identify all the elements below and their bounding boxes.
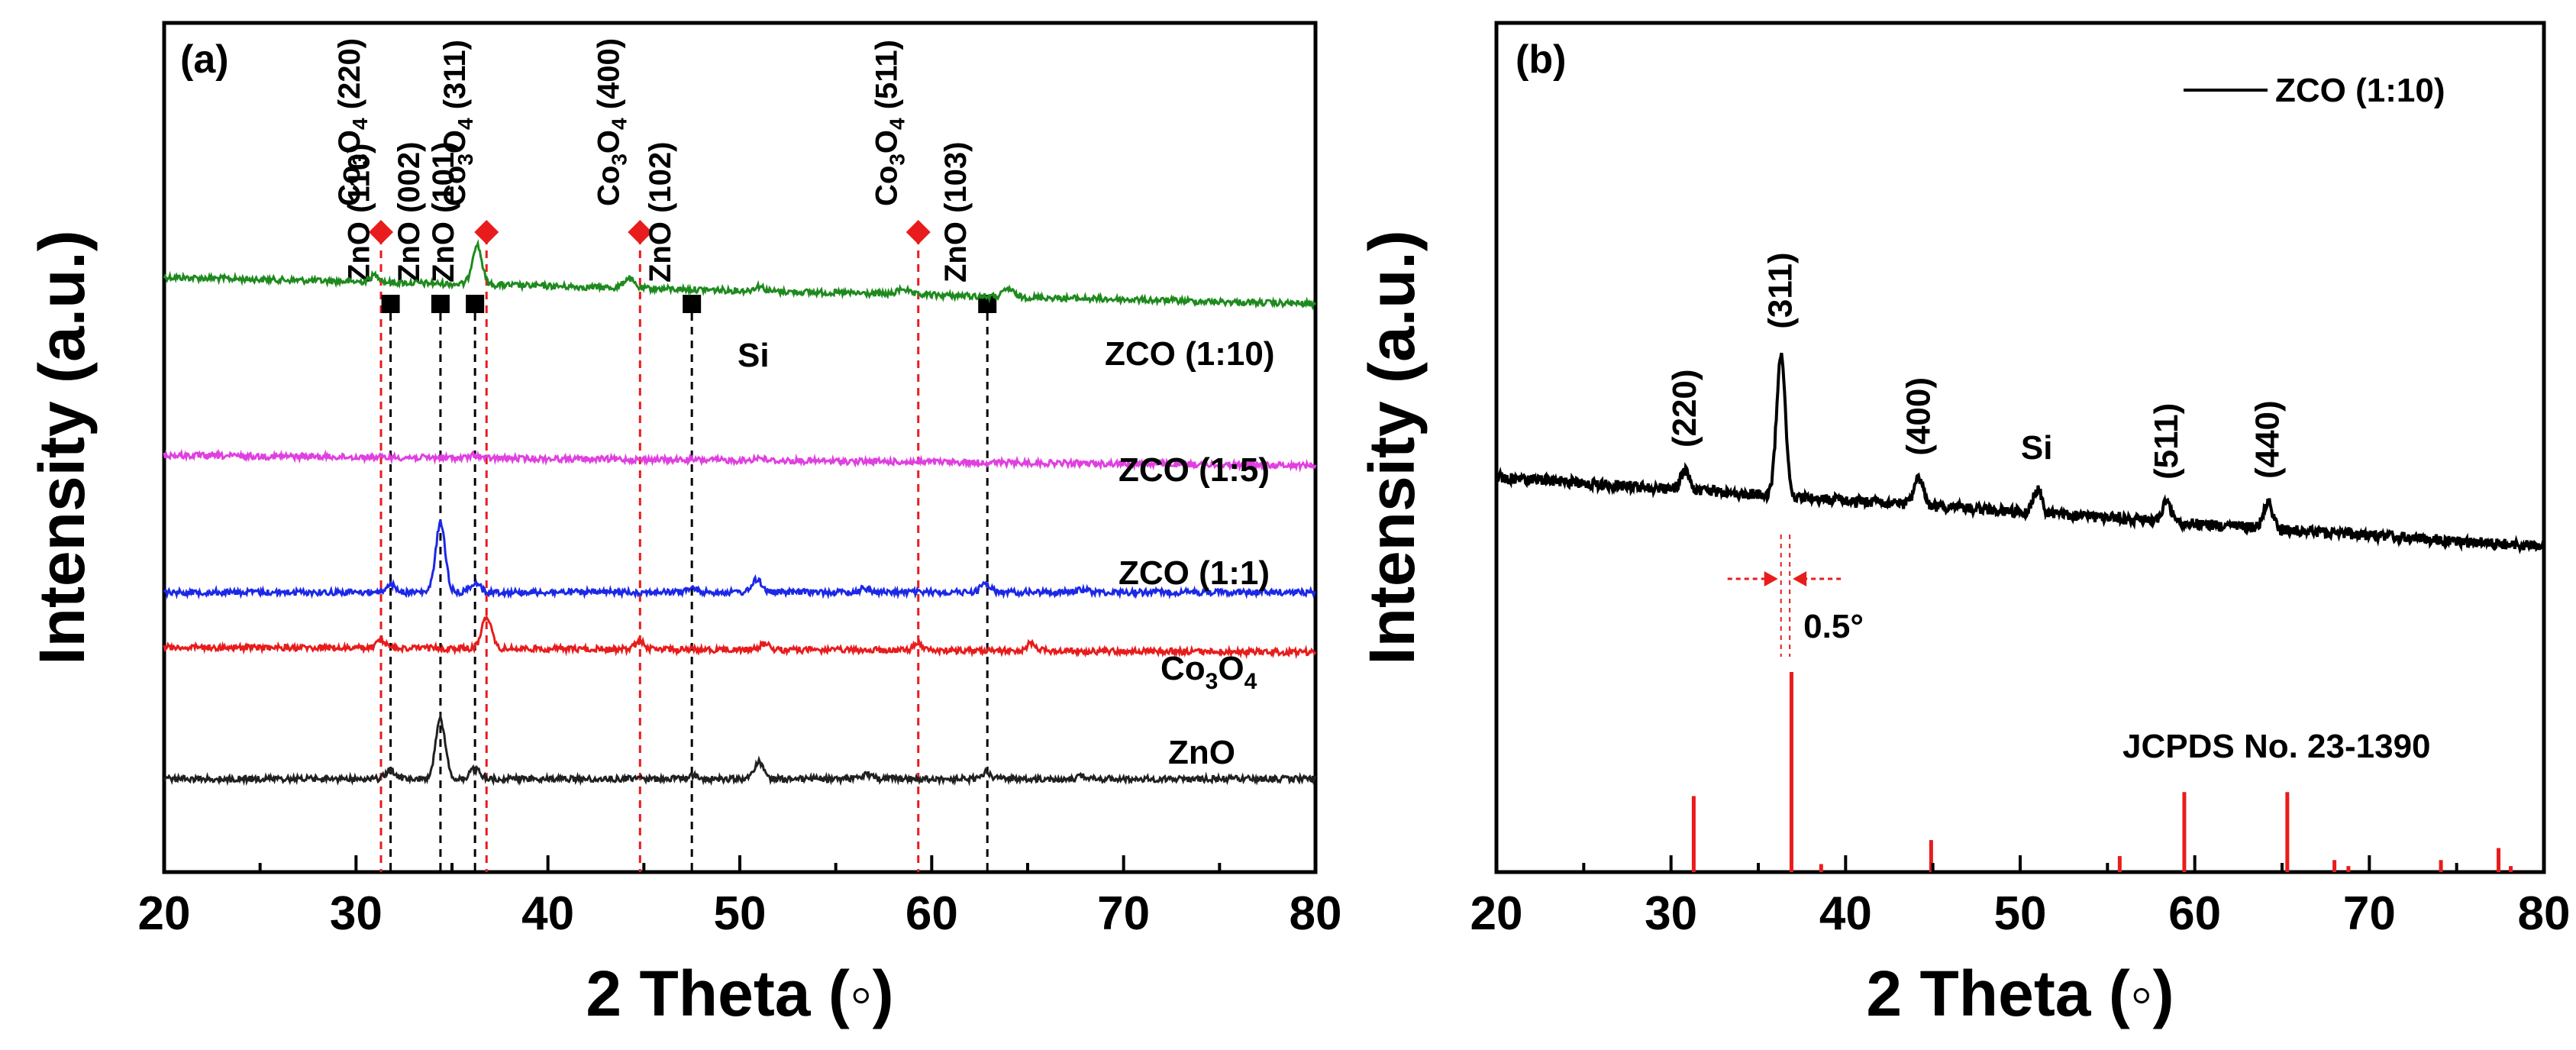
panel-b-reference-sticks <box>1691 672 2513 872</box>
ref-label-8: ZnO (103) <box>939 142 973 283</box>
ref-label-4-part-0: Co <box>438 166 472 206</box>
label-si-a: Si <box>738 337 770 374</box>
ref-label-5-part-4: (400) <box>592 38 625 118</box>
panel-a-tick-label-20: 20 <box>138 887 191 940</box>
panel-a-tick-label-30: 30 <box>330 887 383 940</box>
ref-marker-diamond-5 <box>628 220 653 244</box>
panel-a-tick-label-60: 60 <box>905 887 958 940</box>
ref-label-5-part-3: 4 <box>607 118 631 130</box>
series-zco-1-10-b <box>1495 352 2545 554</box>
panel-b-x-axis-title: 2 Theta (◦) <box>1866 958 2174 1029</box>
peak-annotation-1: (311) <box>1762 252 1800 328</box>
panel-a-x-axis: 20 30 40 50 60 70 80 <box>138 855 1342 940</box>
panel-a-series <box>163 238 1317 787</box>
ref-marker-diamond-0 <box>369 220 394 244</box>
ref-label-7-part-0: Co <box>870 166 904 206</box>
legend-b-label: ZCO (1:10) <box>2275 72 2445 109</box>
ref-label-6: ZnO (102) <box>644 142 677 283</box>
panel-b-tick-label-80: 80 <box>2518 887 2571 940</box>
panel-b-tick-label-50: 50 <box>1994 887 2047 940</box>
ref-label-7-part-2: O <box>870 130 904 153</box>
panel-a-tag: (a) <box>180 37 229 82</box>
panel-b-shift-annotation: 0.5° <box>1727 535 1864 657</box>
ref-marker-diamond-7 <box>905 220 931 244</box>
label-co3o4-co: Co <box>1160 650 1206 687</box>
panel-b-tick-label-40: 40 <box>1819 887 1872 940</box>
ref-marker-square-1 <box>381 295 400 313</box>
label-co3o4-sub1: 3 <box>1206 669 1219 694</box>
peak-annotation-0: (220) <box>1666 369 1703 447</box>
panel-b-series <box>1495 352 2545 554</box>
shift-arrowhead-left <box>1764 571 1778 586</box>
panel-b-tick-label-60: 60 <box>2168 887 2221 940</box>
shift-label: 0.5° <box>1803 608 1864 645</box>
panel-a-reference-lines: Co3O4 (220)ZnO (110) ZnO (002) ZnO (101)Co… <box>333 38 997 872</box>
panel-a-y-axis-title: Intensity (a.u.) <box>26 230 98 664</box>
label-zno: ZnO <box>1168 734 1235 771</box>
peak-annotation-3: Si <box>2021 429 2053 467</box>
label-zco-1-5: ZCO (1:5) <box>1119 451 1270 489</box>
panel-b-tick-label-30: 30 <box>1645 887 1697 940</box>
label-zco-1-1: ZCO (1:1) <box>1119 554 1270 592</box>
label-co3o4-sub2: 4 <box>1244 669 1257 694</box>
ref-label-4: Co3O4 (311) <box>438 40 477 206</box>
panel-b-frame <box>1494 21 2546 874</box>
label-zco-1-10: ZCO (1:10) <box>1105 335 1274 373</box>
label-co3o4: Co3O4 <box>1160 650 1257 694</box>
ref-label-7-part-3: 4 <box>886 118 909 130</box>
ref-label-5-part-2: O <box>592 130 625 153</box>
ref-label-0-part-0: Co <box>333 166 366 206</box>
ref-label-0-part-1: 3 <box>348 153 372 166</box>
ref-label-0-part-2: O <box>333 130 366 153</box>
panel-b-x-axis: 20 30 40 50 60 70 80 <box>1470 855 2571 940</box>
panel-a-tick-label-80: 80 <box>1290 887 1342 940</box>
ref-label-0-part-4: (220) <box>333 38 366 118</box>
peak-annotation-4: (511) <box>2148 403 2185 480</box>
panel-b: (b) ZCO (1:10) (220) (311) (400) Si (511) (44… <box>1356 21 2571 1029</box>
ref-label-4-part-2: O <box>438 130 472 153</box>
ref-label-4-part-3: 4 <box>454 118 477 130</box>
series-zco-1-1 <box>163 519 1316 600</box>
panel-b-y-axis-title: Intensity (a.u.) <box>1356 230 1428 664</box>
panel-a: (a) Co3O4 (220)ZnO (110) ZnO (002) ZnO (10… <box>26 21 1342 1029</box>
label-co3o4-o: O <box>1218 650 1244 687</box>
ref-label-7-part-1: 3 <box>886 153 909 166</box>
ref-marker-square-2 <box>431 295 450 313</box>
panel-a-series-labels: ZCO (1:10) ZCO (1:5) ZCO (1:1) Co3O4 ZnO… <box>738 335 1274 771</box>
panel-a-x-axis-title: 2 Theta (◦) <box>586 958 893 1029</box>
ref-label-7-part-4: (511) <box>870 40 904 118</box>
panel-b-peak-annotations: (220) (311) (400) Si (511) (440) <box>1666 252 2287 480</box>
peak-annotation-2: (400) <box>1900 377 1937 456</box>
ref-label-0: Co3O4 (220) <box>333 38 372 206</box>
ref-label-5-part-1: 3 <box>607 153 631 166</box>
shift-arrowhead-right <box>1793 571 1807 586</box>
ref-marker-diamond-4 <box>474 220 499 244</box>
ref-label-1: ZnO (110) <box>343 144 376 283</box>
ref-label-0-part-3: 4 <box>348 118 372 130</box>
panel-b-tick-label-70: 70 <box>2343 887 2396 940</box>
panel-a-frame <box>162 21 1318 874</box>
series-zco-1-5 <box>163 448 1317 473</box>
series-zco-1-10 <box>163 238 1317 311</box>
panel-a-tick-label-70: 70 <box>1097 887 1150 940</box>
series-co3o4 <box>163 614 1317 660</box>
ref-label-4-part-4: (311) <box>438 40 472 118</box>
panel-b-tick-label-20: 20 <box>1470 887 1523 940</box>
ref-label-3: ZnO (101) <box>427 142 460 283</box>
ref-marker-square-3 <box>466 295 485 313</box>
ref-marker-square-6 <box>683 295 702 313</box>
ref-label-2: ZnO (002) <box>392 142 426 283</box>
ref-label-5-part-0: Co <box>592 166 625 206</box>
ref-label-7: Co3O4 (511) <box>870 40 909 206</box>
series-zno <box>163 712 1317 787</box>
ref-label-5: Co3O4 (400) <box>592 38 631 206</box>
panel-a-tick-label-50: 50 <box>714 887 767 940</box>
panel-a-tick-label-40: 40 <box>521 887 574 940</box>
panel-b-tag: (b) <box>1516 37 1566 82</box>
peak-annotation-5: (440) <box>2249 400 2287 479</box>
ref-label-4-part-1: 3 <box>454 153 477 166</box>
jcpds-label: JCPDS No. 23-1390 <box>2122 728 2431 765</box>
